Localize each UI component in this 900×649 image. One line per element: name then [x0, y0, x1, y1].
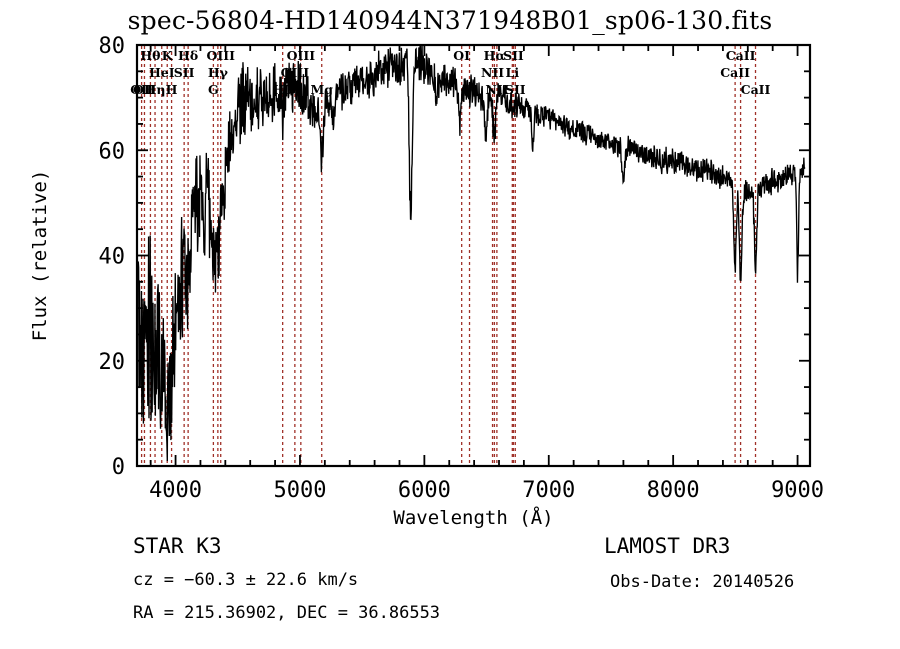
spectrum-trace: [137, 45, 806, 461]
y-tick-label: 60: [99, 139, 126, 164]
object-class-label: STAR K3: [133, 534, 222, 558]
x-tick-label: 4000: [149, 478, 202, 503]
spectral-line-label: OI: [461, 82, 478, 97]
survey-label: LAMOST DR3: [604, 534, 731, 558]
y-axis-title: Flux (relative): [29, 170, 51, 342]
y-tick-label: 80: [99, 34, 126, 59]
spectral-line-label: G: [208, 82, 219, 97]
redshift-velocity-label: cz = −60.3 ± 22.6 km/s: [133, 570, 359, 590]
obs-date-label: Obs-Date: 20140526: [610, 572, 795, 592]
x-tick-label: 8000: [647, 478, 700, 503]
spectral-line-label: OI: [453, 48, 470, 63]
spectral-line-label: SII: [174, 65, 195, 80]
spectral-line-label: CaII: [726, 48, 756, 63]
spectral-line-label: Hδ: [178, 48, 198, 63]
axis-titles: Wavelength (Å) Flux (relative): [29, 170, 554, 529]
x-tick-label: 7000: [522, 478, 575, 503]
spectral-line-label: Mg: [310, 82, 333, 97]
axis-ticks: [137, 44, 810, 467]
spectral-line-label: OIII: [287, 48, 316, 63]
spectral-line-label: CaII: [720, 65, 750, 80]
spectrum-flux-line: [137, 45, 806, 461]
spectral-line-label: Hβ: [273, 82, 293, 97]
axis-tick-labels: 4000 5000 6000 7000 8000 9000 0 20 40 60 80: [99, 34, 825, 503]
spectral-line-label: HeI: [149, 65, 175, 80]
spectral-line-label: H: [166, 82, 178, 97]
spectral-line-label: OII: [130, 82, 153, 97]
spectral-line-label: NII: [481, 65, 504, 80]
spectral-line-label: Li: [506, 65, 520, 80]
coordinates-label: RA = 215.36902, DEC = 36.86553: [133, 603, 441, 623]
figure-title: spec-56804-HD140944N371948B01_sp06-130.f…: [127, 6, 773, 35]
spectral-line-label: OIII: [281, 65, 310, 80]
spectral-line-markers: [140, 46, 757, 465]
x-tick-label: 6000: [398, 478, 451, 503]
spectral-line-label: Hθ: [140, 48, 160, 63]
spectral-line-label: OII: [133, 82, 156, 97]
y-tick-label: 0: [112, 455, 125, 480]
spectral-line-label: Hγ: [208, 65, 229, 80]
spectral-line-label: Hη: [145, 82, 166, 97]
spectral-line-label: Hα: [484, 48, 506, 63]
spectral-line-label: SII: [505, 82, 526, 97]
spectral-line-label: K: [162, 48, 174, 63]
x-tick-label: 9000: [771, 478, 824, 503]
spectral-line-label: SII: [503, 48, 524, 63]
y-tick-label: 20: [99, 350, 126, 375]
x-axis-title: Wavelength (Å): [393, 506, 553, 529]
x-tick-label: 5000: [273, 478, 326, 503]
spectral-line-label: CaII: [741, 82, 771, 97]
spectral-line-label: NII: [485, 82, 508, 97]
y-tick-label: 40: [99, 245, 126, 270]
spectral-line-label: OIII: [207, 48, 236, 63]
